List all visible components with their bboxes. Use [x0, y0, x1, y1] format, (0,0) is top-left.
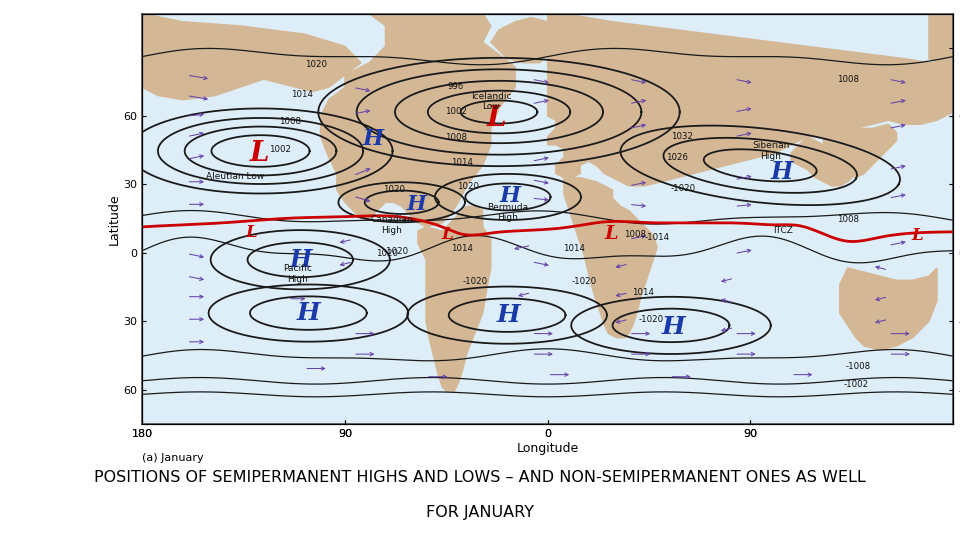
- Text: 1014: 1014: [564, 244, 586, 253]
- Text: 1014: 1014: [632, 288, 654, 297]
- Polygon shape: [491, 18, 556, 63]
- Text: 1008: 1008: [837, 215, 859, 224]
- Text: -1020: -1020: [638, 315, 663, 324]
- Text: -1020: -1020: [572, 276, 597, 286]
- Text: L: L: [487, 105, 506, 132]
- Text: 1008: 1008: [837, 76, 859, 84]
- Text: 1020: 1020: [457, 182, 479, 191]
- Text: L: L: [442, 226, 453, 243]
- Text: Canadian
High: Canadian High: [371, 215, 413, 234]
- Polygon shape: [547, 14, 605, 63]
- Text: 1020: 1020: [382, 185, 404, 194]
- Polygon shape: [547, 14, 953, 186]
- Polygon shape: [791, 137, 856, 186]
- Text: L: L: [246, 224, 257, 241]
- Text: Icelandic
Low: Icelandic Low: [470, 92, 511, 111]
- Text: 1020: 1020: [305, 60, 327, 69]
- Polygon shape: [840, 268, 937, 350]
- Text: 1032: 1032: [670, 132, 692, 141]
- Text: ITCZ: ITCZ: [773, 226, 793, 235]
- Text: 1002: 1002: [445, 107, 467, 116]
- Text: 1008: 1008: [445, 133, 467, 142]
- Text: H: H: [297, 301, 321, 325]
- Text: Aleutian Low: Aleutian Low: [206, 172, 265, 181]
- Text: -1020: -1020: [463, 276, 488, 286]
- Text: L: L: [911, 227, 923, 244]
- Text: 1008: 1008: [278, 117, 300, 126]
- Text: H: H: [290, 248, 312, 272]
- Text: POSITIONS OF SEMIPERMANENT HIGHS AND LOWS – AND NON-SEMIPERMANENT ONES AS WELL: POSITIONS OF SEMIPERMANENT HIGHS AND LOW…: [94, 470, 866, 485]
- Text: Siberian
High: Siberian High: [752, 141, 789, 161]
- Text: 1014: 1014: [291, 90, 313, 99]
- Text: H: H: [406, 194, 426, 214]
- Text: H: H: [499, 185, 520, 207]
- Polygon shape: [142, 14, 361, 100]
- Text: 996: 996: [447, 82, 464, 91]
- Text: 1002: 1002: [269, 145, 291, 154]
- Text: -1020: -1020: [671, 184, 696, 193]
- Text: 1026: 1026: [666, 153, 688, 163]
- Polygon shape: [929, 14, 953, 63]
- Text: L: L: [250, 139, 270, 166]
- X-axis label: Longitude: Longitude: [516, 442, 579, 455]
- Text: H: H: [770, 159, 793, 184]
- Text: H: H: [497, 303, 520, 327]
- Polygon shape: [564, 178, 658, 338]
- Text: Pacific
High: Pacific High: [283, 265, 312, 284]
- Text: 1014: 1014: [451, 158, 473, 167]
- Polygon shape: [418, 206, 491, 391]
- Text: Bermuda
High: Bermuda High: [488, 203, 529, 222]
- Text: -1020: -1020: [384, 247, 409, 256]
- Text: FOR JANUARY: FOR JANUARY: [426, 505, 534, 521]
- Text: H: H: [661, 315, 685, 340]
- Y-axis label: Latitude: Latitude: [108, 193, 120, 245]
- Text: 1014: 1014: [451, 244, 473, 253]
- Text: 1008: 1008: [624, 230, 646, 239]
- Text: -1014: -1014: [645, 233, 670, 242]
- Text: L: L: [605, 225, 618, 243]
- Text: -1002: -1002: [844, 380, 869, 389]
- Text: H: H: [363, 127, 384, 150]
- Text: (a) January: (a) January: [142, 453, 204, 463]
- Polygon shape: [824, 124, 897, 178]
- Text: -1008: -1008: [846, 362, 871, 371]
- Polygon shape: [321, 14, 516, 227]
- Text: 1020: 1020: [376, 249, 398, 258]
